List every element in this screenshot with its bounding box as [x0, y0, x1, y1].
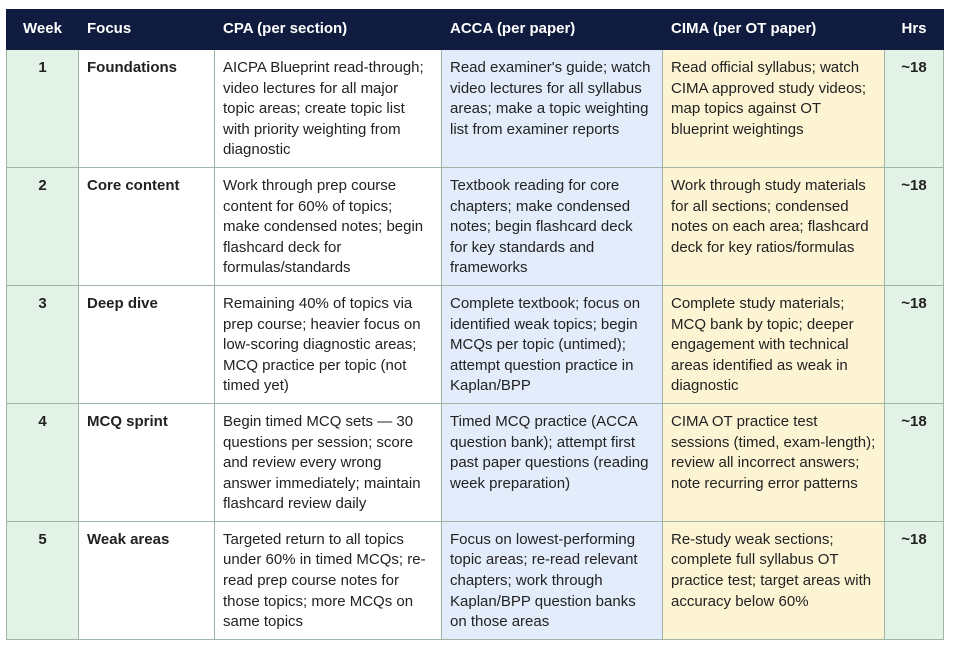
cpa-cell: Begin timed MCQ sets — 30 questions per … — [214, 402, 442, 522]
cima-cell: CIMA OT practice test sessions (timed, e… — [662, 402, 885, 522]
focus-cell: Core content — [78, 166, 215, 286]
header-cpa: CPA (per section) — [214, 9, 442, 50]
table-row: 2 Core content Work through prep course … — [6, 166, 944, 286]
cpa-cell: AICPA Blueprint read-through; video lect… — [214, 49, 442, 168]
acca-cell: Focus on lowest-performing topic areas; … — [441, 520, 663, 640]
study-plan-table: Week Focus CPA (per section) ACCA (per p… — [6, 9, 944, 640]
acca-cell: Complete textbook; focus on identified w… — [441, 284, 663, 404]
header-cima: CIMA (per OT paper) — [662, 9, 885, 50]
cpa-cell: Work through prep course content for 60%… — [214, 166, 442, 286]
cima-cell: Work through study materials for all sec… — [662, 166, 885, 286]
cpa-cell: Targeted return to all topics under 60% … — [214, 520, 442, 640]
focus-cell: Deep dive — [78, 284, 215, 404]
header-hrs: Hrs — [884, 9, 944, 50]
week-number: 1 — [6, 49, 79, 168]
acca-cell: Textbook reading for core chapters; make… — [441, 166, 663, 286]
table-row: 3 Deep dive Remaining 40% of topics via … — [6, 284, 944, 404]
week-number: 3 — [6, 284, 79, 404]
acca-cell: Read examiner's guide; watch video lectu… — [441, 49, 663, 168]
cima-cell: Re-study weak sections; complete full sy… — [662, 520, 885, 640]
header-week: Week — [6, 9, 79, 50]
header-focus: Focus — [78, 9, 215, 50]
header-acca: ACCA (per paper) — [441, 9, 663, 50]
hours-cell: ~18 — [884, 284, 944, 404]
table-row: 1 Foundations AICPA Blueprint read-throu… — [6, 49, 944, 168]
focus-cell: Weak areas — [78, 520, 215, 640]
week-number: 5 — [6, 520, 79, 640]
hours-cell: ~18 — [884, 402, 944, 522]
cima-cell: Complete study materials; MCQ bank by to… — [662, 284, 885, 404]
week-number: 4 — [6, 402, 79, 522]
focus-cell: MCQ sprint — [78, 402, 215, 522]
header-row: Week Focus CPA (per section) ACCA (per p… — [6, 9, 944, 50]
hours-cell: ~18 — [884, 520, 944, 640]
cpa-cell: Remaining 40% of topics via prep course;… — [214, 284, 442, 404]
hours-cell: ~18 — [884, 166, 944, 286]
table-row: 4 MCQ sprint Begin timed MCQ sets — 30 q… — [6, 402, 944, 522]
hours-cell: ~18 — [884, 49, 944, 168]
acca-cell: Timed MCQ practice (ACCA question bank);… — [441, 402, 663, 522]
cima-cell: Read official syllabus; watch CIMA appro… — [662, 49, 885, 168]
table-row: 5 Weak areas Targeted return to all topi… — [6, 520, 944, 640]
focus-cell: Foundations — [78, 49, 215, 168]
week-number: 2 — [6, 166, 79, 286]
